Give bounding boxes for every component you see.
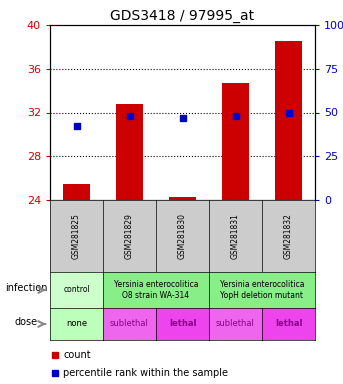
Text: GSM281825: GSM281825 bbox=[72, 213, 81, 259]
Text: Yersinia enterocolitica
YopH deletion mutant: Yersinia enterocolitica YopH deletion mu… bbox=[220, 280, 304, 300]
Bar bbox=[169, 197, 196, 200]
Bar bbox=[116, 104, 143, 200]
Bar bbox=[63, 184, 90, 200]
Text: sublethal: sublethal bbox=[216, 319, 255, 328]
Text: GSM281829: GSM281829 bbox=[125, 213, 134, 259]
Bar bbox=[222, 83, 249, 200]
Text: none: none bbox=[66, 319, 87, 328]
Title: GDS3418 / 97995_at: GDS3418 / 97995_at bbox=[110, 8, 255, 23]
Text: control: control bbox=[63, 285, 90, 295]
Text: sublethal: sublethal bbox=[110, 319, 149, 328]
Text: lethal: lethal bbox=[169, 319, 196, 328]
Text: percentile rank within the sample: percentile rank within the sample bbox=[63, 368, 228, 378]
Text: GSM281830: GSM281830 bbox=[178, 213, 187, 259]
Text: GSM281831: GSM281831 bbox=[231, 213, 240, 259]
Text: Yersinia enterocolitica
O8 strain WA-314: Yersinia enterocolitica O8 strain WA-314 bbox=[114, 280, 198, 300]
Text: dose: dose bbox=[15, 318, 38, 328]
Text: infection: infection bbox=[5, 283, 48, 293]
Text: GSM281832: GSM281832 bbox=[284, 213, 293, 259]
Text: count: count bbox=[63, 350, 91, 360]
Bar bbox=[275, 41, 302, 200]
Text: lethal: lethal bbox=[275, 319, 302, 328]
